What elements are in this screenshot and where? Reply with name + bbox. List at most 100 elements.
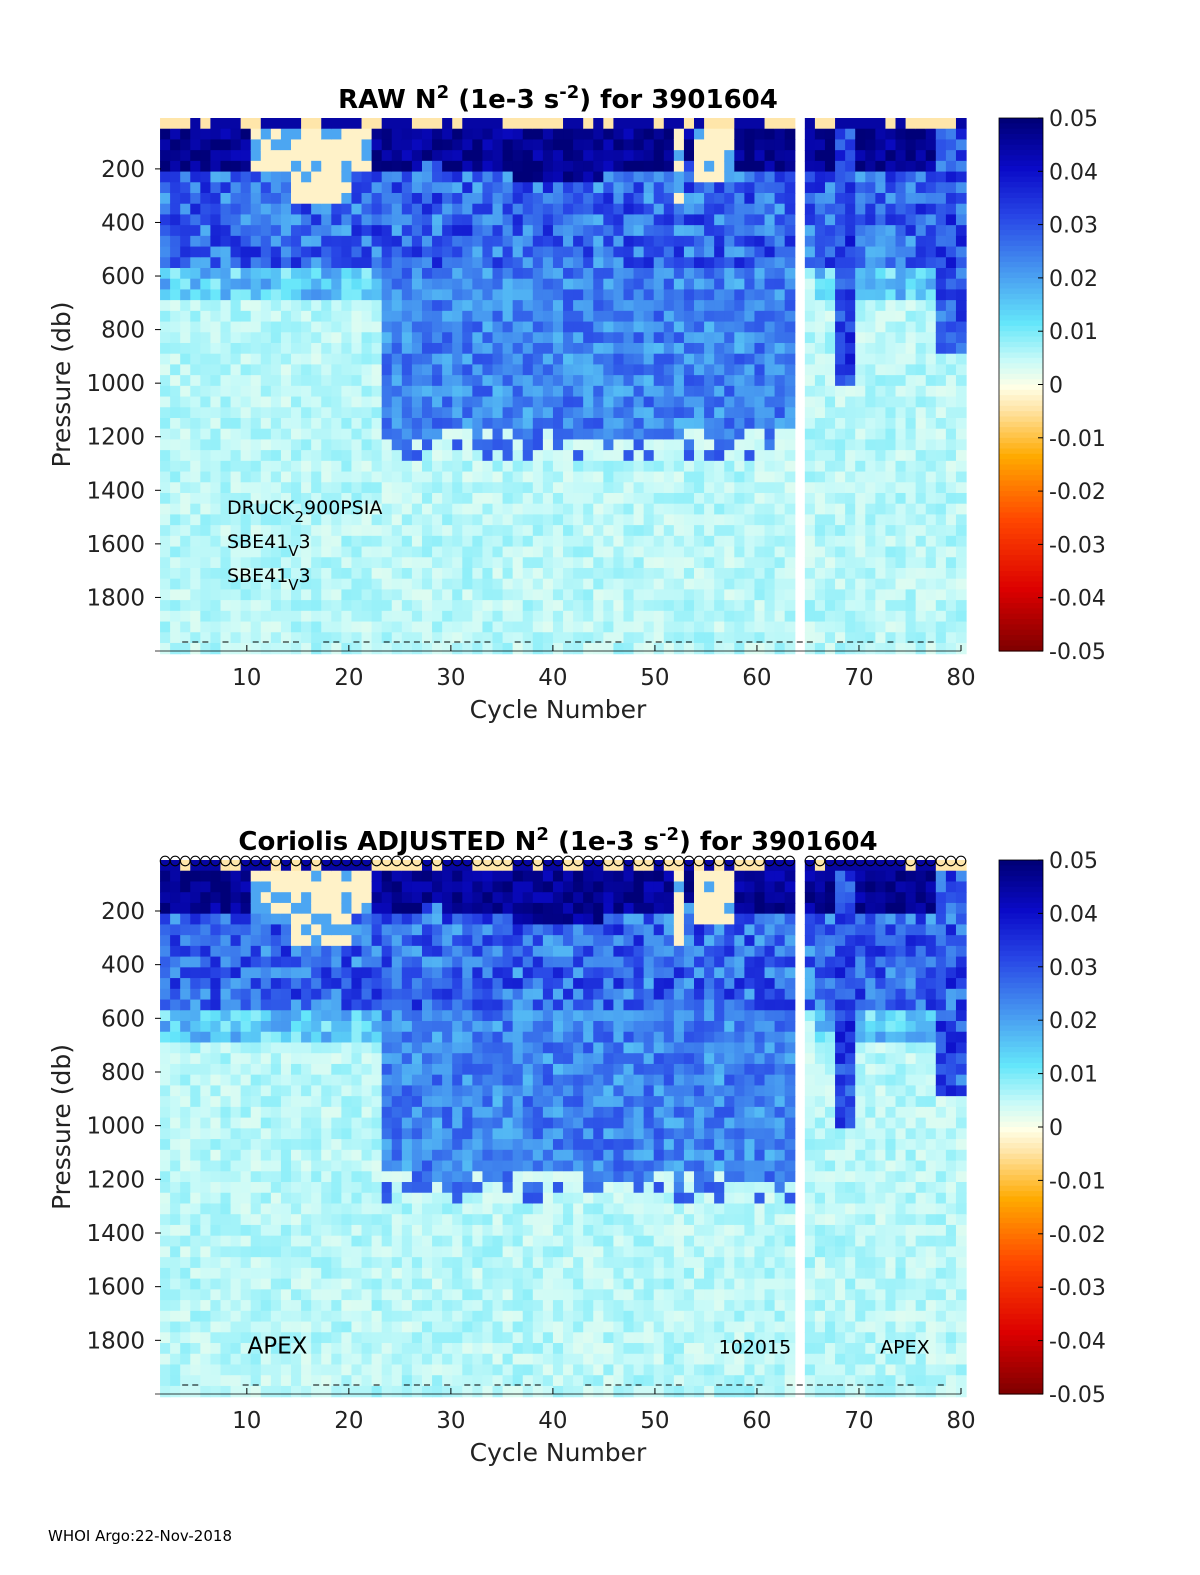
heatmap-cell [452,525,463,537]
heatmap-cell [704,600,715,612]
heatmap-cell [190,600,201,612]
heatmap-cell [552,214,564,226]
heatmap-cell [220,557,232,569]
heatmap-cell [945,460,957,473]
heatmap-cell [552,525,564,537]
heatmap-cell [704,407,715,419]
heatmap-cell [563,417,574,430]
heatmap-cell [663,642,675,655]
heatmap-cell [260,450,272,462]
heatmap-cell [552,396,564,408]
heatmap-cell [593,407,604,419]
heatmap-cell [784,471,796,483]
heatmap-cell [452,385,463,398]
heatmap-cell [270,300,282,312]
heatmap-cell [280,1128,292,1140]
heatmap-cell [673,471,685,483]
heatmap-cell [613,546,625,558]
heatmap-cell [280,913,292,925]
heatmap-cell [744,246,756,258]
heatmap-cell [945,589,957,601]
heatmap-cell [583,353,594,366]
heatmap-cell [542,535,554,548]
heatmap-cell [452,225,463,237]
heatmap-cell [331,150,342,162]
heatmap-cell [542,128,554,141]
heatmap-cell [391,289,403,301]
heatmap-cell [905,642,917,655]
heatmap-cell [764,332,776,344]
heatmap-cell [381,557,393,569]
heatmap-cell [845,621,856,633]
heatmap-cell [905,439,917,451]
colorbar-step [999,491,1043,498]
heatmap-cell [291,139,302,151]
heatmap-cell [411,225,423,237]
heatmap-cell [411,342,423,355]
heatmap-cell [291,525,302,537]
heatmap-cell [270,342,282,355]
heatmap-cell [935,310,947,323]
heatmap-cell [643,332,655,344]
heatmap-cell [230,1235,242,1248]
heatmap-cell [724,332,735,344]
heatmap-cell [220,1106,232,1119]
heatmap-cell [875,407,887,419]
heatmap-cell [673,407,685,419]
heatmap-cell [835,482,846,494]
heatmap-cell [260,978,272,990]
heatmap-cell [270,881,282,893]
heatmap-cell [220,1085,232,1097]
heatmap-cell [542,428,554,440]
heatmap-cell [180,375,191,387]
heatmap-cell [240,1074,252,1086]
heatmap-cell [311,1300,322,1312]
heatmap-cell [552,235,564,248]
heatmap-cell [240,300,252,312]
heatmap-cell [714,578,725,590]
heatmap-cell [542,118,554,130]
heatmap-cell [421,289,433,301]
heatmap-cell [250,881,262,893]
heatmap-cell [230,870,242,883]
heatmap-cell [623,289,635,301]
heatmap-cell [663,267,675,280]
heatmap-cell [925,439,937,451]
heatmap-cell [432,621,443,633]
heatmap-cell [301,988,312,1001]
heatmap-cell [250,353,262,366]
heatmap-cell [260,118,272,130]
heatmap-cell [240,225,252,237]
heatmap-cell [683,353,695,366]
heatmap-cell [895,450,907,462]
heatmap-cell [411,139,423,151]
heatmap-cell [945,235,957,248]
heatmap-cell [694,235,705,248]
heatmap-cell [945,192,957,205]
heatmap-cell [160,439,171,451]
heatmap-cell [401,150,413,162]
heatmap-cell [341,514,353,526]
colorbar-step [999,160,1043,167]
heatmap-cell [160,503,171,515]
heatmap-cell [925,257,937,269]
heatmap-cell [824,428,836,440]
heatmap-cell [260,525,272,537]
heatmap-cell [160,1010,171,1022]
heatmap-cell [814,450,826,462]
heatmap-cell [502,439,514,451]
heatmap-cell [542,621,554,633]
heatmap-cell [542,567,554,580]
heatmap-cell [230,385,242,398]
heatmap-cell [784,535,796,548]
heatmap-cell [240,1278,252,1290]
heatmap-cell [593,321,604,333]
heatmap-cell [240,235,252,248]
heatmap-cell [260,150,272,162]
heatmap-cell [160,235,171,248]
heatmap-cell [955,385,967,398]
heatmap-cell [462,535,473,548]
heatmap-cell [573,267,584,280]
heatmap-cell [200,503,212,515]
heatmap-cell [230,150,242,162]
